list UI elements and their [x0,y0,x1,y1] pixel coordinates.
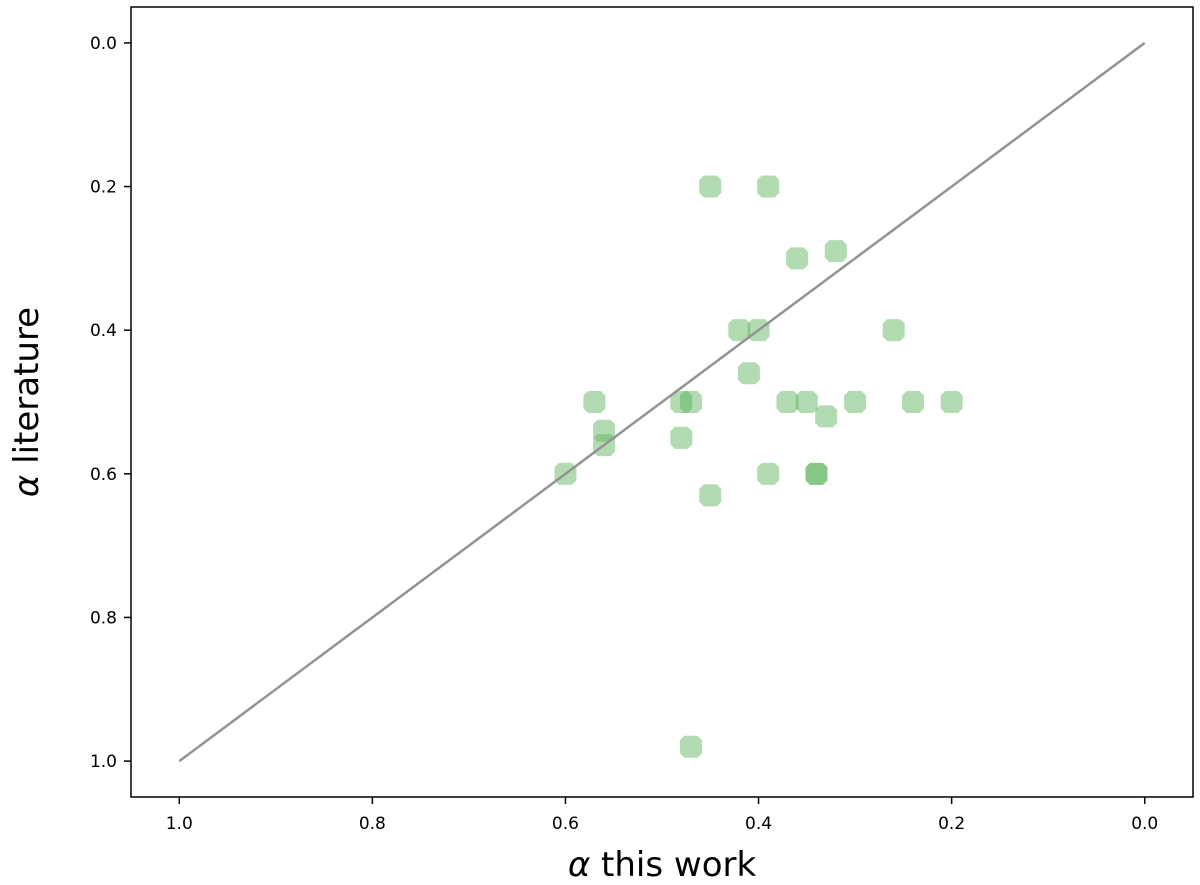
data-point-11 [776,391,799,413]
data-point-13 [844,391,867,413]
data-point-8 [583,391,606,413]
x-axis-label-symbol: α [568,845,590,885]
data-point-3 [824,240,847,263]
y-axis-label: α literature [7,307,47,497]
data-point-23 [805,462,828,485]
data-point-0 [699,175,722,198]
data-point-4 [728,319,751,342]
data-point-17 [593,419,616,442]
x-tick-label: 0.0 [1131,814,1158,834]
data-point-25 [679,735,702,758]
x-tick-label: 0.8 [359,814,386,834]
data-point-2 [786,247,809,270]
data-point-21 [757,462,780,485]
y-axis-label-symbol: α [7,475,47,497]
y-axis-label-text: literature [7,307,47,475]
y-tick-label: 0.0 [90,34,117,54]
x-axis-label: α this work [568,845,757,885]
data-point-24 [699,484,722,507]
x-axis-ticks: 1.0 0.8 0.6 0.4 0.2 0.0 [166,797,1158,834]
plot-frame [130,6,1194,798]
data-points [554,175,963,758]
data-point-15 [940,391,963,413]
data-point-16 [815,405,838,428]
data-point-12 [795,391,818,413]
data-point-10 [679,391,702,413]
data-point-1 [757,175,780,198]
data-point-7 [737,362,760,385]
x-tick-label: 1.0 [166,814,193,834]
data-point-14 [902,391,925,413]
x-tick-label: 0.6 [552,814,579,834]
y-tick-label: 0.2 [90,178,117,198]
reference-line [178,41,1146,763]
data-point-19 [670,426,693,449]
y-tick-label: 0.8 [90,608,117,628]
y-tick-label: 0.4 [90,321,117,341]
data-point-9 [670,391,693,413]
y-axis-ticks: 0.0 0.2 0.4 0.6 0.8 1.0 [90,34,131,772]
y-tick-label: 0.6 [90,465,117,485]
x-tick-label: 0.2 [938,814,965,834]
x-axis-label-text: this work [590,845,756,885]
x-tick-label: 0.4 [745,814,772,834]
data-point-6 [882,319,905,342]
data-point-22 [805,462,828,485]
y-tick-label: 1.0 [90,752,117,772]
